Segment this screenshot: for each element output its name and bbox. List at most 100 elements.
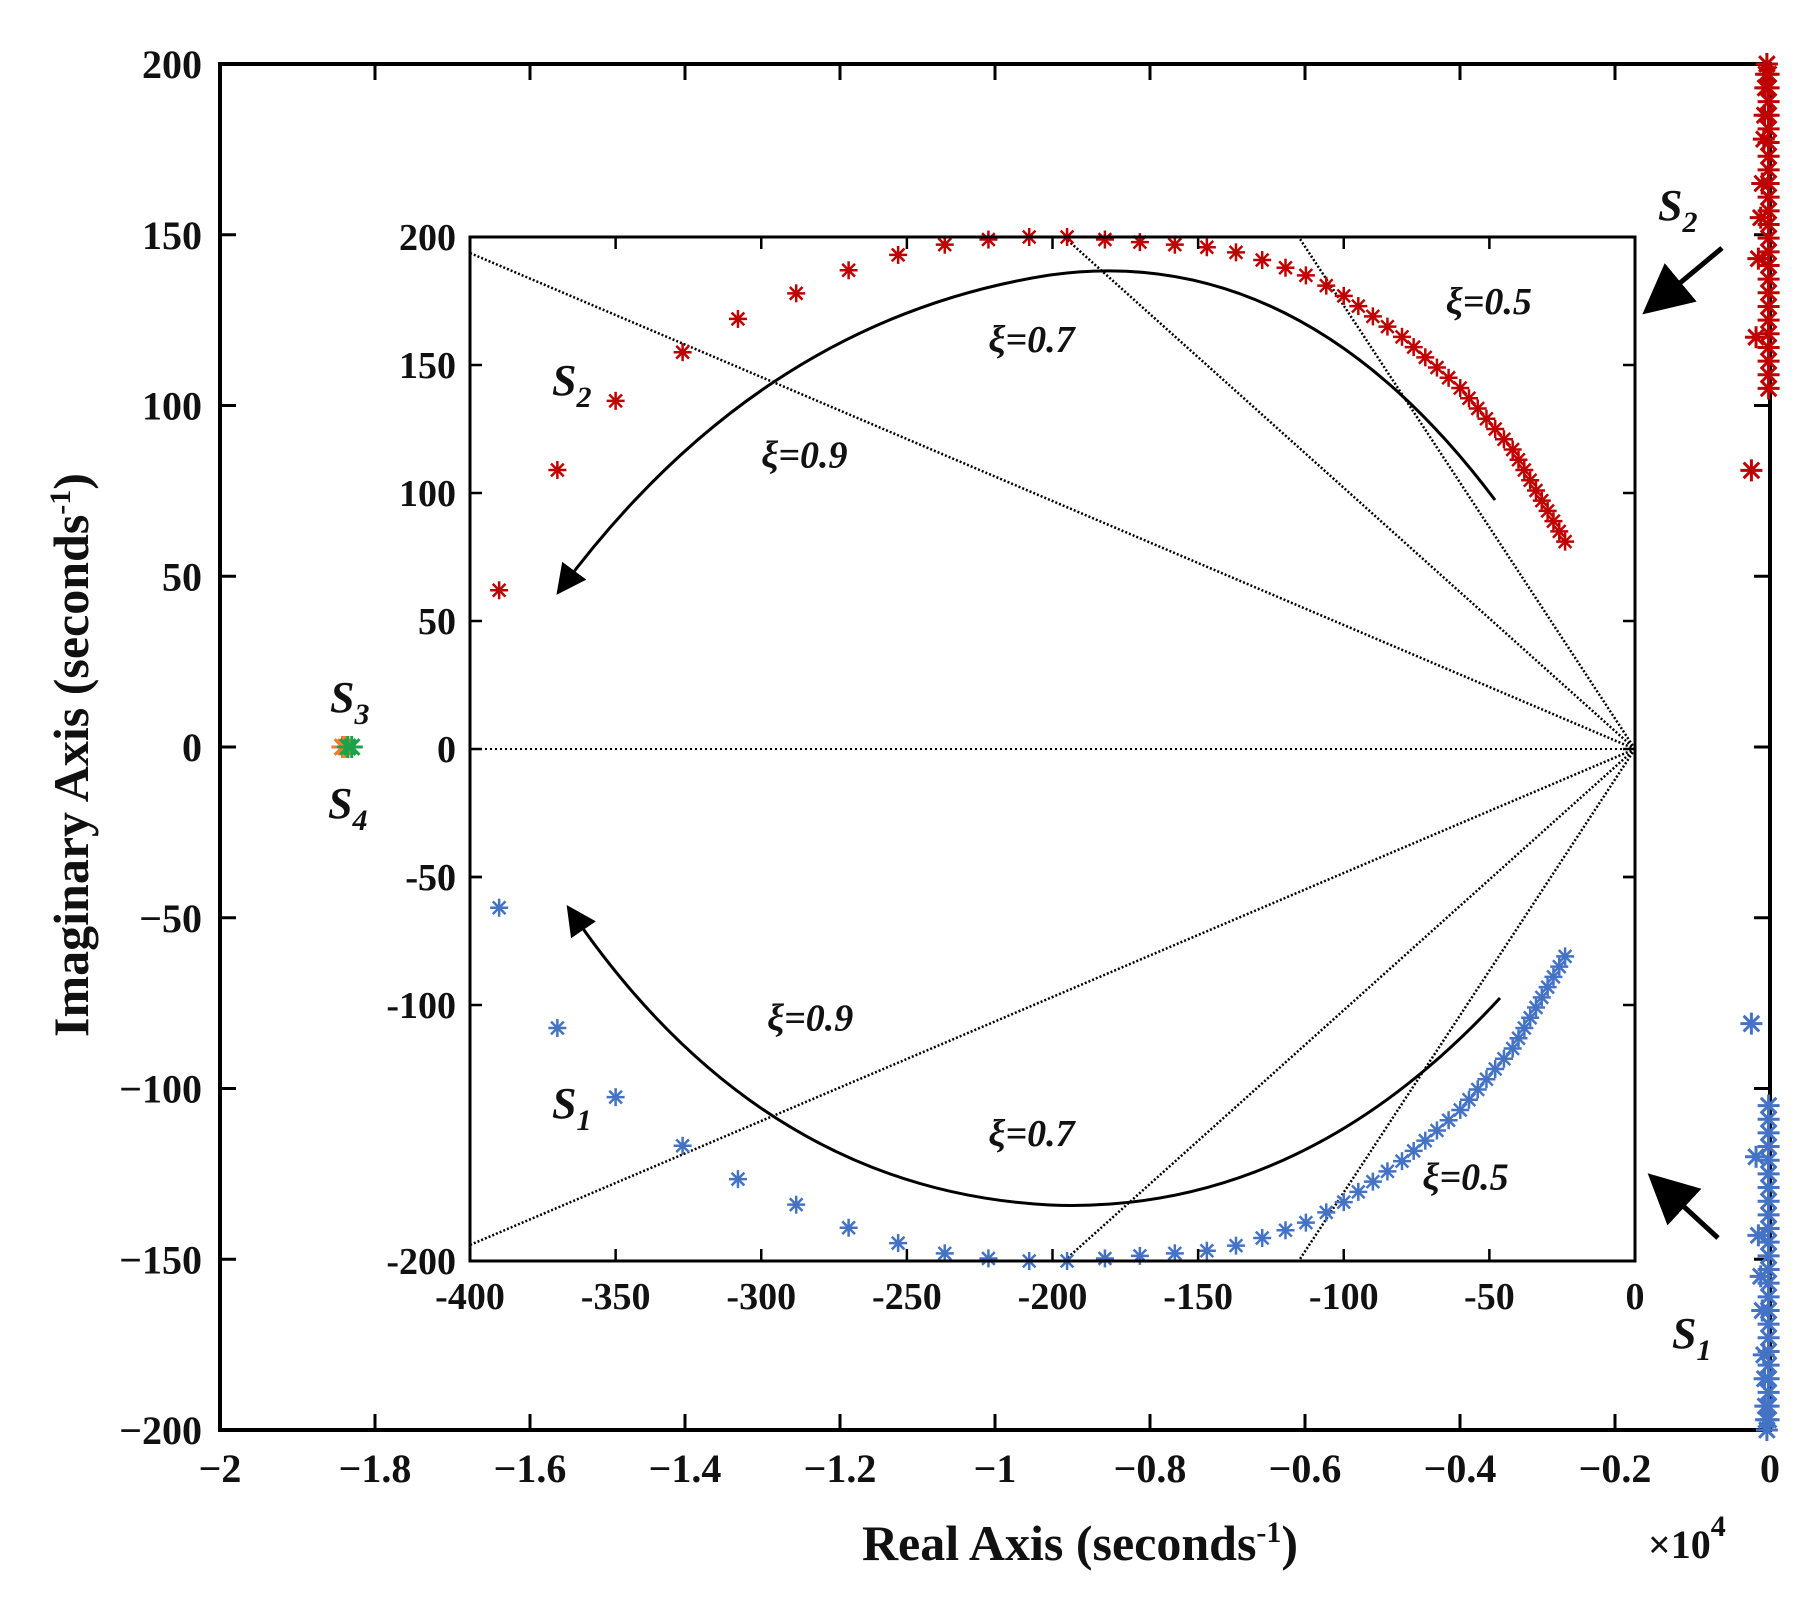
inset-y-tick-label: -50: [405, 857, 456, 899]
s2-cluster-point: [1757, 131, 1780, 154]
x-exponent-label: ×104: [1648, 1510, 1726, 1567]
inset-s1-point: [1095, 1249, 1114, 1268]
inset-x-tick-label: -200: [1018, 1276, 1088, 1318]
inset-s1-point: [1427, 1121, 1446, 1140]
damping-label: ξ=0.7: [988, 1113, 1076, 1155]
inset-y-tick-label: 100: [399, 473, 456, 515]
inset-s2-point: [1334, 286, 1353, 305]
s1-cluster-point: [1757, 1408, 1780, 1431]
inset-s1-point: [1165, 1244, 1184, 1263]
y-tick-label: 150: [142, 213, 202, 258]
s2-point: [1740, 459, 1763, 482]
s1-cluster-point: [1757, 1340, 1780, 1363]
inset-damping-labels: ξ=0.5 ξ=0.7 ξ=0.9 ξ=0.9 ξ=0.7 ξ=0.5: [761, 281, 1532, 1199]
inset-s2-point: [606, 391, 625, 410]
y-tick-label: 50: [162, 554, 202, 599]
inset-s1-point: [1197, 1241, 1216, 1260]
arrow-to-s1-column: [1647, 1173, 1720, 1240]
x-tick-label: −1.4: [649, 1446, 722, 1491]
inset-s2-point: [787, 284, 806, 303]
x-tick-label: −0.6: [1269, 1446, 1342, 1491]
inset-s1-point: [1404, 1141, 1423, 1160]
arrow-to-s2-column: [1642, 246, 1724, 315]
inset-s1-point: [1526, 998, 1545, 1017]
inset-s2-point: [1378, 317, 1397, 336]
right-s2-label: S2: [1658, 181, 1697, 239]
s1-trajectory-arrow: [566, 905, 1502, 1207]
inset-s1-point: [1378, 1162, 1397, 1181]
inset-s2-point: [548, 460, 567, 479]
inset-x-tick-label: 0: [1626, 1276, 1645, 1318]
main-data-points: [331, 53, 1780, 1441]
inset-x-tick-label: -250: [872, 1276, 942, 1318]
inset-y-tick-label: 0: [437, 729, 456, 771]
y-tick-label: 0: [182, 725, 202, 770]
right-s1-label: S1: [1672, 1309, 1711, 1367]
main-axes: −2 −1.8 −1.6 −1.4 −1.2 −1 −0.8 −0.6 −0.4 −0.2 0 200…: [119, 42, 1780, 1491]
inset-s1-point: [728, 1170, 747, 1189]
inset-y-tick-label: 200: [399, 217, 456, 259]
inset-s1-point: [1226, 1236, 1245, 1255]
inset-x-tick-label: -400: [435, 1276, 505, 1318]
damping-label: ξ=0.5: [1446, 281, 1532, 323]
inset-s1-point: [1556, 947, 1575, 966]
inset-s2-point: [889, 245, 908, 264]
inset-s2-point: [1253, 251, 1272, 270]
inset-x-tick-label: -100: [1309, 1276, 1379, 1318]
inset-s2-point: [490, 581, 509, 600]
inset-s1-point: [979, 1249, 998, 1268]
s1-cluster-point: [1757, 1395, 1780, 1418]
inset-s2-point: [1226, 243, 1245, 262]
x-tick-label: −1.2: [804, 1446, 877, 1491]
s2-cluster-point: [1757, 295, 1780, 318]
inset-s1-point: [889, 1234, 908, 1253]
inset-s2-point: [1317, 276, 1336, 295]
inset-x-tick-label: -350: [581, 1276, 651, 1318]
inset-y-tick-label: 50: [418, 601, 456, 643]
damping-label: ξ=0.7: [988, 319, 1076, 361]
inset-s1-label: S1: [552, 1079, 591, 1137]
inset-s2-point: [935, 235, 954, 254]
inset-s1-point: [1296, 1213, 1315, 1232]
inset-s2-point: [1404, 338, 1423, 357]
inset-s2-point: [1550, 522, 1569, 541]
inset-s2-point: [728, 309, 747, 328]
inset-s2-label: S2: [552, 356, 591, 414]
s2-cluster-point: [1757, 281, 1780, 304]
x-tick-label: −0.2: [1579, 1446, 1652, 1491]
inset-s1-point: [839, 1218, 858, 1237]
s2-trajectory-arrow: [556, 269, 1497, 595]
s1-cluster-point: [1757, 1176, 1780, 1199]
y-axis-label: Imaginary Axis (seconds-1): [43, 473, 99, 1037]
inset-s1-point: [1349, 1182, 1368, 1201]
inset-s1-point: [1253, 1228, 1272, 1247]
inset-s2-point: [1538, 501, 1557, 520]
inset-s1-point: [1550, 957, 1569, 976]
s2-cluster-point: [1757, 172, 1780, 195]
inset-s2-point: [839, 261, 858, 280]
inset-s2-point: [1197, 238, 1216, 257]
s1-cluster-point: [1757, 1121, 1780, 1144]
inset-s2-point: [1296, 266, 1315, 285]
inset-y-tick-label: -200: [386, 1241, 456, 1283]
x-axis-label: Real Axis (seconds-1): [862, 1515, 1298, 1571]
inset-s2-point: [1515, 460, 1534, 479]
damping-line-0.9: [469, 747, 1636, 1247]
s2-cluster-point: [1757, 186, 1780, 209]
s2-cluster-point: [1757, 254, 1780, 277]
damping-label: ξ=0.5: [1422, 1156, 1508, 1198]
s2-cluster-point: [1757, 309, 1780, 332]
inset-s2-point: [1544, 512, 1563, 531]
inset-x-tick-label: -150: [1163, 1276, 1233, 1318]
inset-s1-point: [548, 1019, 567, 1038]
y-tick-label: −150: [119, 1237, 202, 1282]
inset-s1-point: [1416, 1131, 1435, 1150]
inset-damping-lines: [469, 236, 1637, 1262]
inset-s1-point: [1363, 1172, 1382, 1191]
damping-line-0.9: [469, 251, 1636, 751]
inset-s2-point: [1349, 297, 1368, 316]
inset-y-tick-label: -50: [405, 857, 456, 899]
inset-y-tick-label: 150: [399, 345, 456, 387]
inset-s2-point: [1393, 327, 1411, 346]
